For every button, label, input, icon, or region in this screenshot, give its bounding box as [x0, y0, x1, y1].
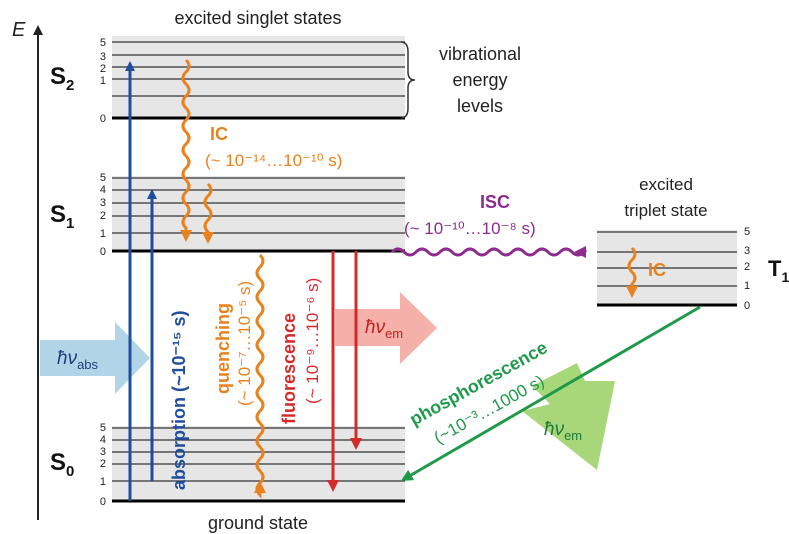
- energy-axis-label: E: [12, 19, 26, 41]
- s2-level-5: 5: [100, 37, 106, 49]
- ic-label: IC: [210, 124, 228, 144]
- s1-band: [112, 176, 405, 251]
- isc-time: (~ 10⁻¹⁰…10⁻⁸ s): [404, 219, 536, 238]
- t1-level-1: 1: [744, 280, 750, 292]
- s0-level-5: 5: [100, 422, 106, 434]
- s0-level-2: 2: [100, 458, 106, 470]
- t1-band: [597, 230, 737, 305]
- t1-level-3: 3: [744, 245, 750, 257]
- t1-label: T1: [768, 256, 789, 285]
- t1-level-5: 5: [744, 226, 750, 238]
- s2-label: S2: [50, 63, 74, 94]
- ground-state-title: ground state: [208, 513, 308, 533]
- vibrational-label-2: energy: [452, 70, 507, 90]
- vibrational-label-1: vibrational: [439, 44, 521, 64]
- isc-arrow: [392, 249, 584, 255]
- s0-level-0: 0: [100, 496, 106, 508]
- s2-level-1: 1: [100, 75, 106, 87]
- s0-level-4: 4: [100, 434, 106, 446]
- vibrational-label-3: levels: [457, 96, 503, 116]
- triplet-title-1: excited: [639, 175, 693, 194]
- s1-level-5: 5: [100, 172, 106, 184]
- excited-singlet-title: excited singlet states: [174, 8, 341, 28]
- s2-band: [112, 36, 405, 118]
- s1-label: S1: [50, 201, 74, 232]
- s2-level-2: 2: [100, 63, 106, 75]
- s1-level-1: 1: [100, 228, 106, 240]
- s0-label: S0: [50, 449, 74, 480]
- quenching-label-2: (~ 10⁻⁷…10⁻⁵ s): [235, 281, 254, 406]
- quenching-label-1: quenching: [213, 303, 233, 394]
- t1-level-0: 0: [744, 300, 750, 312]
- fluorescence-label-1: fluorescence: [279, 313, 299, 424]
- s2-level-0: 0: [100, 113, 106, 125]
- ic-time: (~ 10⁻¹⁴…10⁻¹⁰ s): [205, 151, 342, 170]
- fluorescence-label-2: (~ 10⁻⁹…10⁻⁶ s): [303, 278, 322, 404]
- t1-level-2: 2: [744, 261, 750, 273]
- s1-level-3: 3: [100, 197, 106, 209]
- s0-level-1: 1: [100, 476, 106, 488]
- s1-level-4: 4: [100, 184, 106, 196]
- triplet-title-2: triplet state: [624, 201, 707, 220]
- s1-level-0: 0: [100, 246, 106, 258]
- triplet-ic-label: IC: [648, 260, 666, 280]
- absorption-label: absorption (~10⁻¹⁵ s): [169, 311, 189, 490]
- s2-level-3: 3: [100, 51, 106, 63]
- s1-level-2: 2: [100, 210, 106, 222]
- isc-label: ISC: [480, 192, 510, 212]
- s0-level-3: 3: [100, 446, 106, 458]
